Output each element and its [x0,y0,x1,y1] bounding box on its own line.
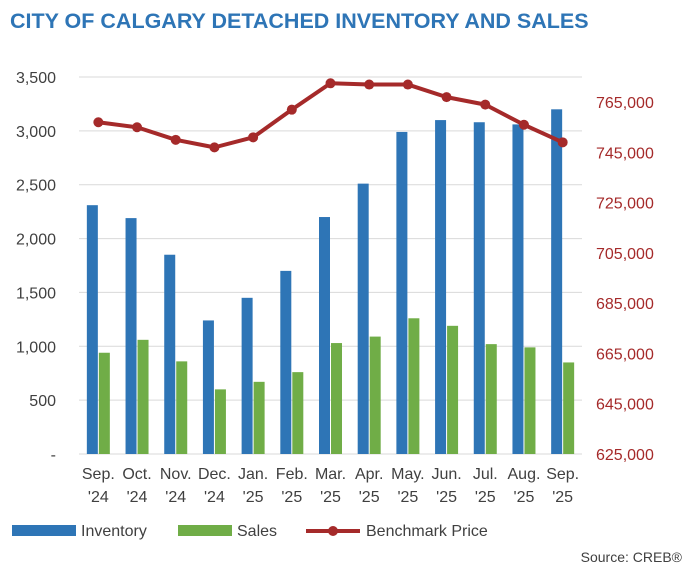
left-tick-label: 1,500 [16,285,56,302]
benchmark-price-point [441,92,452,103]
x-tick-label: Dec. [198,466,231,483]
bars [86,109,575,455]
sales-bar [98,352,110,454]
x-tick-label: Jul. [473,466,498,483]
x-tick-label: '25 [436,489,457,506]
inventory-bar [202,320,214,454]
sales-bar [563,362,575,454]
right-tick-label: 765,000 [596,95,654,112]
benchmark-price-point [132,122,143,133]
x-tick-label: Oct. [122,466,151,483]
sales-bar [331,343,342,454]
inventory-bar [473,122,485,455]
left-tick-label: 3,000 [16,124,56,141]
right-tick-label: 645,000 [596,397,654,414]
x-tick-label: '24 [165,489,186,506]
x-tick-label: Feb. [276,466,308,483]
inventory-bar [319,217,330,454]
left-tick-label: 1,000 [16,339,56,356]
x-tick-label: '25 [475,489,496,506]
inventory-bar [512,124,524,454]
x-tick-label: '24 [204,489,225,506]
x-tick-label: May. [391,466,424,483]
x-tick-label: Sep. [82,466,115,483]
sales-bar [253,381,265,454]
sales-bar [524,347,536,454]
benchmark-price-line [98,81,564,150]
x-tick-label: Nov. [160,466,192,483]
benchmark-price-point [557,137,568,148]
x-tick-label: '25 [552,489,573,506]
benchmark-price-point [209,142,220,153]
left-tick-label: 2,500 [16,178,56,195]
right-tick-label: 625,000 [596,447,654,464]
left-tick-label: 500 [29,393,56,410]
x-tick-label: '25 [514,489,535,506]
benchmark-price-point [518,119,529,130]
x-tick-label: Jan. [238,466,268,483]
inventory-bar [357,183,369,454]
inventory-bar [435,120,447,454]
x-tick-label: Apr. [355,466,383,483]
sales-bar [485,344,497,454]
sales-bar [214,389,226,454]
gridlines [79,76,582,455]
benchmark-price-point [286,104,297,115]
benchmark-price-point [480,99,491,110]
right-tick-label: 745,000 [596,145,654,162]
sales-bar [447,325,459,454]
sales-bar [137,339,149,454]
benchmark-price-point [93,117,104,128]
x-tick-label: '25 [281,489,302,506]
legend-sales-label: Sales [237,523,277,540]
sales-bar [408,318,420,454]
x-tick-label: '25 [320,489,341,506]
x-axis-labels: Sep. '24 Oct. '24 Nov. '24 Dec. '24 Jan. '25 Feb. '… [82,466,579,506]
x-tick-label: Jun. [431,466,461,483]
x-tick-label: '25 [359,489,380,506]
inventory-bar [125,218,137,454]
sales-bar [369,336,381,454]
x-tick-label: Aug. [508,466,541,483]
benchmark-price-point [170,134,181,145]
x-tick-label: Mar. [315,466,346,483]
x-tick-label: '24 [88,489,109,506]
legend-benchmark-marker [328,526,338,536]
sales-bar [292,372,304,454]
left-axis: - 500 1,000 1,500 2,000 2,500 3,000 3,500 [16,70,56,464]
legend-inventory-label: Inventory [81,523,147,540]
legend-inventory-swatch [12,525,76,536]
left-tick-label: 3,500 [16,70,56,87]
benchmark-price-point [364,79,375,90]
benchmark-price-point [402,79,413,90]
sales-bar [176,361,188,454]
right-tick-label: 725,000 [596,196,654,213]
chart-title: CITY OF CALGARY DETACHED INVENTORY AND S… [10,9,589,33]
inventory-bar [164,254,176,454]
inventory-bar [551,109,563,455]
x-tick-label: '25 [243,489,264,506]
benchmark-price-point [248,132,259,143]
inventory-bar [241,297,253,454]
right-tick-label: 705,000 [596,246,654,263]
right-tick-label: 685,000 [596,296,654,313]
legend-benchmark-label: Benchmark Price [366,523,488,540]
x-tick-label: Sep. [546,466,579,483]
source-note: Source: CREB® [581,549,683,565]
inventory-bar [396,131,408,455]
left-tick-label: - [51,447,56,464]
x-tick-label: '24 [127,489,148,506]
legend: Inventory Sales Benchmark Price [12,523,488,540]
left-tick-label: 2,000 [16,232,56,249]
right-tick-label: 665,000 [596,346,654,363]
right-axis: 625,000 645,000 665,000 685,000 705,000 725,0… [596,95,654,464]
benchmark-line [93,78,568,153]
x-tick-label: '25 [397,489,418,506]
legend-sales-swatch [178,525,232,536]
benchmark-price-point [325,78,336,89]
inventory-bar [280,270,292,454]
inventory-bar [86,205,98,454]
